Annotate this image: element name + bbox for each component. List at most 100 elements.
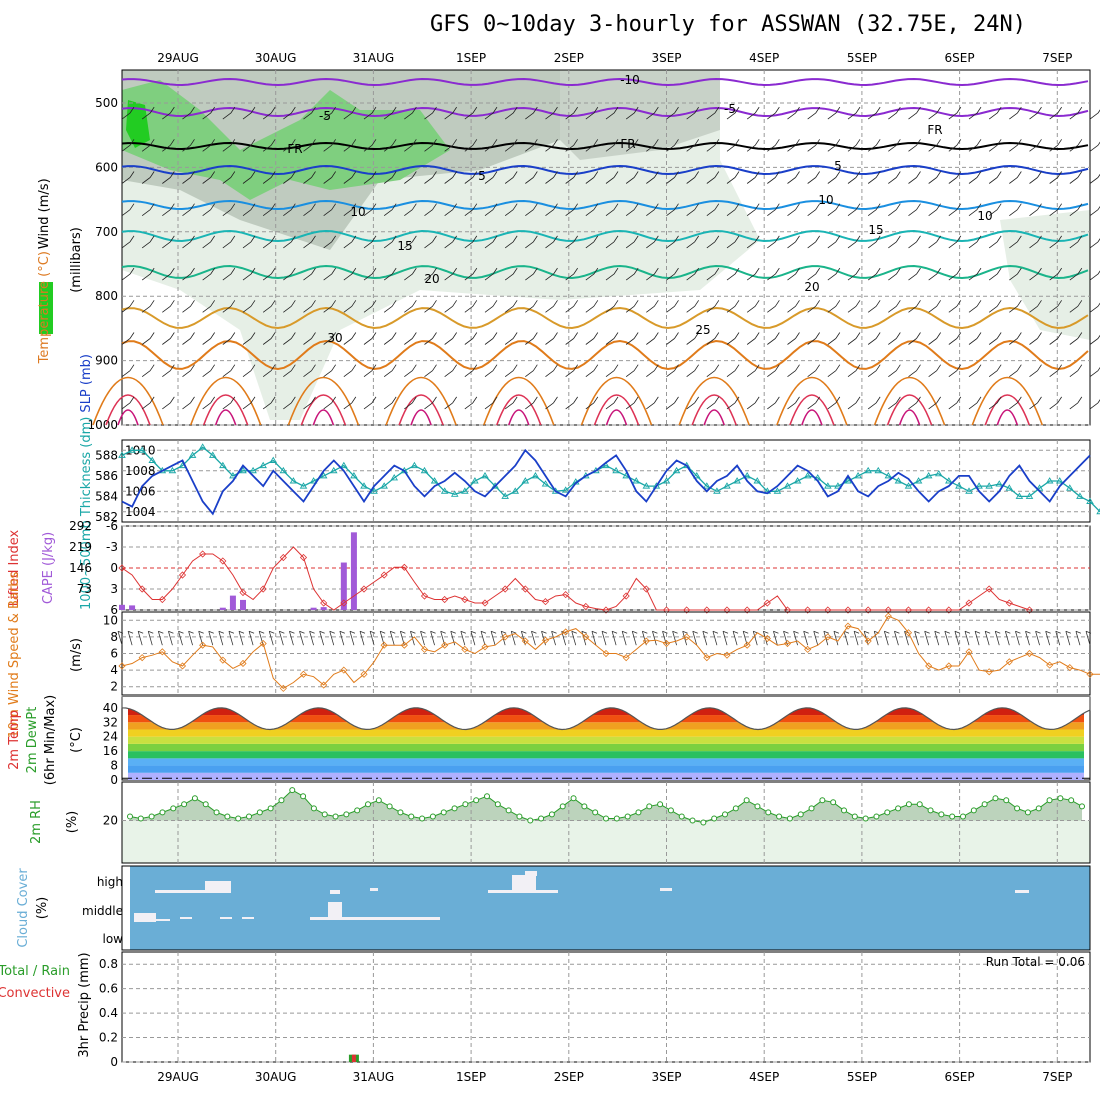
wind-barb — [1029, 235, 1042, 249]
wind-barb — [988, 171, 1002, 184]
thickness-point — [229, 472, 237, 479]
wind-barb — [283, 235, 296, 249]
date-label-top: 2SEP — [554, 51, 584, 65]
wind-barb — [726, 106, 740, 120]
wind-barb — [525, 235, 538, 249]
rh-point — [797, 811, 804, 818]
wind-barb — [847, 332, 861, 345]
wind-barb — [242, 332, 256, 345]
rh-point — [743, 797, 750, 804]
wind-barb — [464, 203, 478, 217]
wind-barb — [787, 300, 800, 313]
wind-barb-10m — [783, 630, 789, 646]
wind-barb — [383, 267, 397, 281]
ylabel-2m-dewpt: 2m DewPt — [25, 707, 40, 774]
rh-point — [808, 805, 815, 812]
wind-barb — [182, 203, 195, 217]
rh-point — [127, 813, 133, 820]
wind-barb — [605, 203, 619, 217]
wind-barb — [726, 139, 740, 152]
wind-barb — [827, 106, 841, 120]
rh-point — [256, 809, 263, 816]
contour-label: -5 — [319, 109, 331, 123]
cloud-block — [512, 875, 536, 891]
wind-barb — [424, 267, 437, 281]
wind-barb — [444, 171, 457, 184]
wind-barb — [283, 300, 296, 313]
date-label-top: 1SEP — [456, 51, 486, 65]
wind-barb — [404, 300, 417, 313]
wind-barb — [141, 267, 155, 281]
wind-barb — [343, 203, 357, 217]
wind-barb — [424, 396, 437, 410]
ylabel-cape: CAPE (J/kg) — [41, 532, 56, 604]
wind-barb — [363, 139, 377, 152]
cloud-block — [1015, 890, 1029, 893]
wind-barb — [545, 396, 558, 410]
wind-barb — [787, 106, 800, 120]
wind-barb — [948, 203, 962, 217]
wind-tick-label: 8 — [110, 630, 118, 644]
rh-point — [1079, 803, 1085, 810]
rh-point — [278, 797, 285, 804]
wind-barb — [847, 139, 861, 152]
wind-barb — [262, 235, 276, 249]
wind-barb — [706, 235, 720, 249]
temp-band — [128, 743, 1084, 752]
wind-barb-10m — [843, 630, 850, 646]
wind-barb-10m — [833, 630, 840, 646]
wind-barb — [545, 106, 558, 120]
wind-barb — [888, 267, 901, 281]
wind-speed-point — [985, 668, 993, 676]
wind-barb-10m — [803, 630, 809, 646]
li-point — [259, 585, 267, 593]
wind-barb — [1009, 106, 1022, 120]
rh-point — [224, 813, 231, 820]
thickness-point — [1045, 477, 1054, 484]
wind-barb — [464, 267, 478, 281]
contour-label: 10 — [350, 205, 365, 219]
wind-barb-10m — [389, 630, 396, 646]
wind-speed-point — [461, 645, 469, 653]
rh-point — [927, 807, 934, 814]
wind-barb — [464, 139, 478, 152]
wind-barb — [888, 364, 901, 378]
wind-barb — [504, 364, 518, 378]
thickness-point — [672, 466, 681, 474]
thickness-point — [420, 466, 429, 474]
thickness-point — [148, 456, 157, 463]
wind-barb — [303, 139, 316, 152]
wind-barb — [182, 300, 195, 313]
thickness-point — [894, 477, 903, 484]
contour-label: -10 — [620, 73, 640, 87]
ylabel-cloud-unit: (%) — [35, 897, 50, 920]
contour-label: 15 — [397, 239, 412, 253]
cape-tick-label: 219 — [69, 540, 92, 554]
wind-barb — [686, 267, 699, 281]
wind-barb — [283, 332, 296, 345]
rh-point — [494, 801, 501, 808]
wind-barb — [141, 235, 155, 249]
wind-barb — [222, 106, 236, 120]
rh-point — [451, 805, 458, 812]
wind-barb-10m — [551, 630, 557, 646]
wind-barb — [968, 235, 982, 249]
wind-barb — [323, 106, 336, 120]
rh-point — [635, 809, 642, 816]
wind-barb — [948, 267, 962, 281]
li-point — [683, 606, 691, 614]
date-label-bottom: 3SEP — [651, 1070, 681, 1084]
wind-barb — [625, 203, 639, 217]
temp-contour-35 — [678, 376, 750, 426]
wind-barb — [605, 300, 619, 313]
wind-barb — [585, 300, 599, 313]
li-point — [783, 606, 792, 614]
wind-barb — [888, 203, 901, 217]
pressure-tick-label: 800 — [95, 289, 118, 303]
thickness-point — [561, 486, 570, 493]
li-point — [945, 606, 953, 614]
wind-barb — [908, 203, 921, 217]
wind-barb-10m — [309, 630, 315, 646]
rh-point — [851, 813, 858, 820]
thickness-point — [632, 477, 641, 484]
